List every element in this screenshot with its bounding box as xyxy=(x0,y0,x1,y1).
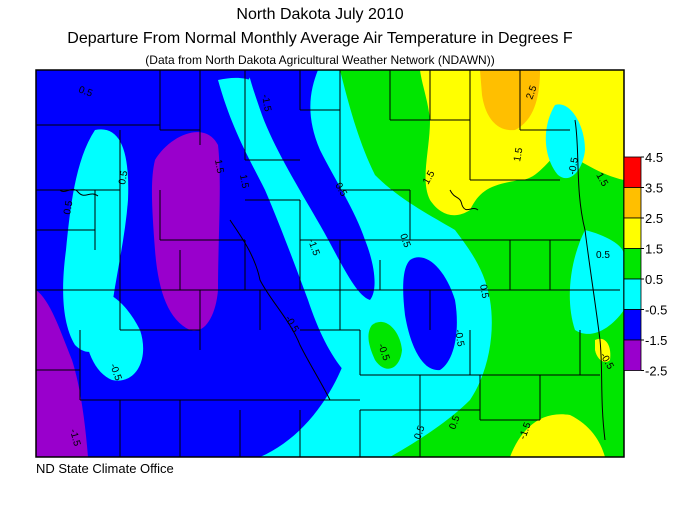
legend-tick-label: 4.5 xyxy=(645,150,663,165)
legend-band xyxy=(623,309,642,341)
contour-labels: 0.5 1.5 1.5 0.5 0.5 0.5 -1.5 -1.5 -1.5 -… xyxy=(62,84,616,448)
legend-tick-label: -1.5 xyxy=(645,333,667,348)
legend-band xyxy=(623,339,642,371)
band-blue-north-strip xyxy=(248,70,375,300)
contour-label: 2.5 xyxy=(524,84,539,101)
band-green-small-lens xyxy=(368,321,402,369)
contour-label: -1.5 xyxy=(259,94,273,113)
contour-label: 0.5 xyxy=(397,232,412,249)
contour-label: 1.5 xyxy=(512,146,525,162)
band-yellow-northeast xyxy=(420,70,624,216)
contour-label: 1.5 xyxy=(237,174,250,190)
legend-tick-label: 3.5 xyxy=(645,181,663,196)
legend-tick-label: -0.5 xyxy=(645,303,667,318)
band-cyan-east-wedge xyxy=(569,230,624,334)
contour-label: -0.5 xyxy=(567,156,581,175)
contour-label: 0.5 xyxy=(117,169,130,185)
credit-text: ND State Climate Office xyxy=(36,461,174,476)
contour-label: 0.5 xyxy=(596,250,610,261)
contour-label: 0.5 xyxy=(477,284,490,300)
contour-label: 0.5 xyxy=(62,199,75,215)
data-source-note: (Data from North Dakota Agricultural Wea… xyxy=(145,53,495,67)
legend-band xyxy=(623,187,642,219)
legend-band xyxy=(623,156,642,188)
contour-label: 0.5 xyxy=(412,424,427,441)
band-purple-center xyxy=(151,132,220,331)
legend-band xyxy=(623,278,642,310)
band-orange-north xyxy=(480,70,540,131)
legend-band xyxy=(623,217,642,249)
band-cyan-southwest xyxy=(83,291,144,381)
contour-label: -1.5 xyxy=(67,428,82,448)
contour-label: 0.5 xyxy=(447,414,462,431)
band-cyan-north-corridor xyxy=(218,77,374,374)
contour-label: 1.5 xyxy=(212,159,225,175)
legend-tick-label: 0.5 xyxy=(645,272,663,287)
legend-tick-label: 2.5 xyxy=(645,211,663,226)
band-yellow-east-small xyxy=(595,338,611,362)
band-purple-southwest xyxy=(36,290,88,457)
legend-band xyxy=(623,248,642,280)
map-subtitle: Departure From Normal Monthly Average Ai… xyxy=(67,30,573,47)
legend-colorbar: 4.5 3.5 2.5 1.5 0.5 -0.5 -1.5 -2.5 xyxy=(623,150,667,379)
contour-label: -0.5 xyxy=(452,329,466,348)
band-yellow-southeast xyxy=(510,414,605,457)
map-title: North Dakota July 2010 xyxy=(236,6,404,23)
legend-tick-label: -2.5 xyxy=(645,364,667,379)
legend-tick-label: 1.5 xyxy=(645,242,663,257)
contour-label: 0.5 xyxy=(77,84,94,99)
